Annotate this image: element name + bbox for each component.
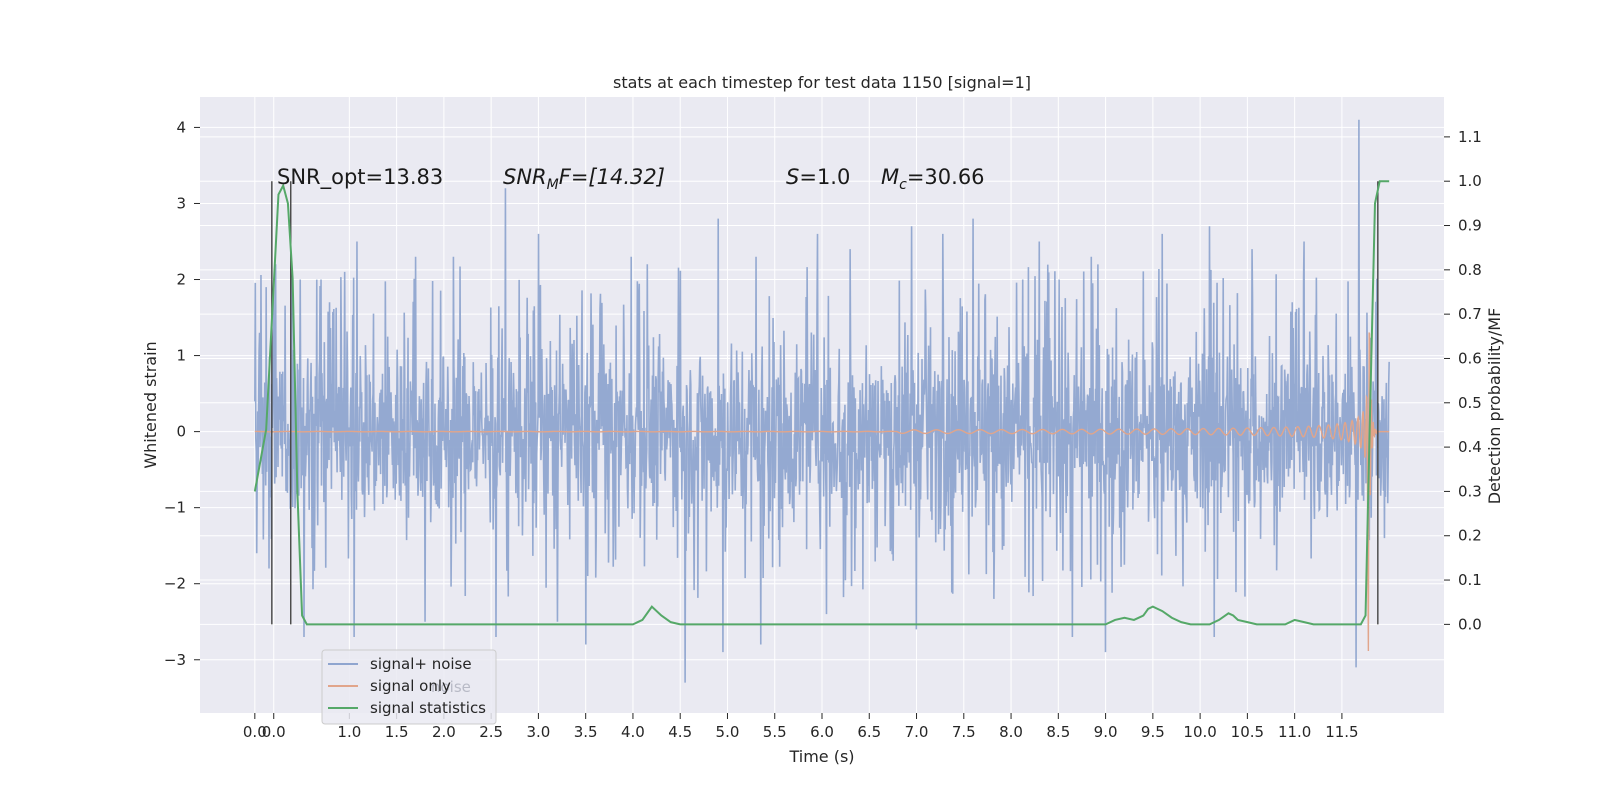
annotation-s-main: S	[786, 165, 799, 189]
yr-tick-label-5: 0.5	[1458, 394, 1482, 412]
x-tick-label-11: 5.5	[763, 723, 787, 741]
x-tick-label-6: 3.0	[526, 723, 550, 741]
yr-tick-label-0: 0.0	[1458, 615, 1482, 633]
x-tick-label-2: 1.0	[337, 723, 361, 741]
y-axis-right-label: Detection probability/MF	[1485, 308, 1504, 505]
x-tick-label-17: 8.5	[1046, 723, 1070, 741]
yr-tick-label-7: 0.7	[1458, 305, 1482, 323]
annotation-mc: Mc=30.66	[881, 165, 985, 193]
yl-tick-label-6: 3	[176, 194, 186, 212]
legend-label-signal-noise: signal+ noise	[370, 655, 472, 673]
yr-tick-label-4: 0.4	[1458, 438, 1482, 456]
x-tick-label-3: 1.5	[385, 723, 409, 741]
annotation-mc-sub: c	[899, 177, 907, 193]
x-tick-label-9: 4.5	[668, 723, 692, 741]
x-tick-label-10: 5.0	[716, 723, 740, 741]
legend-label-signal-statistics: signal statistics	[370, 699, 486, 717]
axes: 0.00.0 1.0 1.5 2.0 2.5 3.0 3.5 4.0 4.5 5.0 5.5 6.0 6…	[164, 118, 1482, 741]
legend: noise signal+ noise signal only signal s…	[321, 649, 497, 725]
x-tick-label-22: 11.0	[1278, 723, 1311, 741]
line-signal-noise	[254, 119, 1390, 683]
x-tick-label-7: 3.5	[574, 723, 598, 741]
x-tick-label-21: 10.5	[1231, 723, 1264, 741]
x-tick-label-16: 8.0	[999, 723, 1023, 741]
yl-tick-label-5: 2	[176, 271, 186, 289]
annotation-mc-main: M	[881, 165, 899, 189]
x-axis-label: Time (s)	[788, 747, 854, 766]
yl-tick-label-1: −2	[164, 575, 186, 593]
legend-ghost-text: noise	[431, 678, 471, 696]
yr-tick-label-6: 0.6	[1458, 349, 1482, 367]
yr-tick-label-11: 1.1	[1458, 128, 1482, 146]
line-signal-only	[254, 332, 1390, 652]
x-tick-label-15: 7.5	[952, 723, 976, 741]
annotation-snr-mf: SNRMF=[14.32]	[503, 165, 665, 193]
yl-tick-label-3: 0	[176, 423, 186, 441]
annotation-s: S=1.0	[786, 165, 850, 189]
x-tick-label-23: 11.5	[1325, 723, 1358, 741]
yr-tick-label-8: 0.8	[1458, 261, 1482, 279]
annotation-s-rest: =1.0	[799, 165, 850, 189]
line-signal-statistics	[253, 180, 1390, 626]
x-tick-label-0: 0.0	[243, 723, 267, 741]
annotation-mc-rest: =30.66	[907, 165, 985, 189]
annotation-snr-opt: SNR_opt=13.83	[277, 165, 443, 190]
yr-tick-label-1: 0.1	[1458, 571, 1482, 589]
annotation-snr-mf-rest: F=[14.32]	[559, 165, 665, 189]
chart-title: stats at each timestep for test data 115…	[613, 73, 1031, 92]
legend-label-signal-only: signal only	[370, 677, 451, 695]
x-tick-label-5: 2.5	[479, 723, 503, 741]
yr-tick-label-2: 0.2	[1458, 527, 1482, 545]
x-tick-label-12: 6.0	[810, 723, 834, 741]
signal-only-series	[254, 332, 1390, 652]
signal-noise-series	[254, 119, 1390, 683]
x-tick-label-1: 0.0	[262, 723, 286, 741]
x-tick-label-4: 2.0	[432, 723, 456, 741]
yl-tick-label-2: −1	[164, 499, 186, 517]
y-axis-label: Whitened strain	[141, 341, 160, 468]
annotation-snr-mf-sub: M	[547, 177, 559, 193]
yl-tick-label-4: 1	[176, 347, 186, 365]
legend-box	[321, 649, 497, 725]
x-tick-label-19: 9.5	[1141, 723, 1165, 741]
x-tick-label-13: 6.5	[857, 723, 881, 741]
x-tick-label-8: 4.0	[621, 723, 645, 741]
signal-statistics-series	[253, 180, 1390, 626]
yr-tick-label-9: 0.9	[1458, 217, 1482, 235]
yr-tick-label-10: 1.0	[1458, 172, 1482, 190]
annotation-snr-mf-main: SNR	[503, 165, 547, 189]
x-tick-label-14: 7.0	[905, 723, 929, 741]
x-tick-label-18: 9.0	[1094, 723, 1118, 741]
x-tick-label-20: 10.0	[1183, 723, 1216, 741]
yl-tick-label-7: 4	[176, 118, 186, 136]
yl-tick-label-0: −3	[164, 651, 186, 669]
yr-tick-label-3: 0.3	[1458, 482, 1482, 500]
